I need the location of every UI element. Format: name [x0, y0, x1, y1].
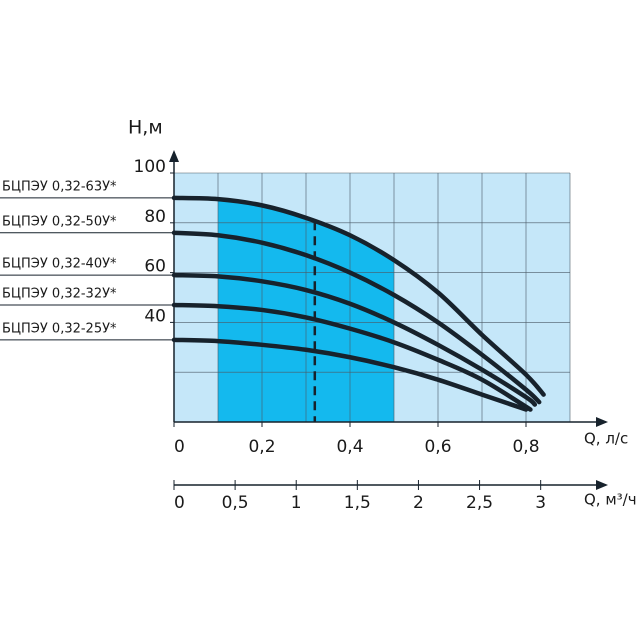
x-tick-label: 0,2 [248, 437, 275, 457]
series-name: БЦПЭУ 0,32-40У* [2, 257, 117, 272]
x-axis-label: Q, л/с [584, 430, 628, 448]
x-tick-label: 0,6 [424, 437, 451, 457]
curve [171, 302, 533, 412]
series-name: БЦПЭУ 0,32-25У* [2, 321, 117, 336]
x2-tick-label: 2 [413, 493, 424, 513]
series-name: БЦПЭУ 0,32-32У* [2, 286, 117, 301]
y-tick-label: 40 [144, 306, 166, 326]
curve [171, 195, 546, 397]
x2-tick-label: 0,5 [222, 493, 249, 513]
curve [171, 230, 542, 405]
y-axis-label: Н,м [128, 117, 163, 139]
x-arrow [596, 417, 608, 427]
y-arrow [169, 150, 179, 162]
x2-tick-label: 3 [535, 493, 546, 513]
x2-tick-label: 2,5 [466, 493, 493, 513]
series-name: БЦПЭУ 0,32-50У* [2, 214, 117, 229]
x2-tick-label: 0 [174, 493, 185, 513]
plot: 0 0,2 0,4 0,6 0,8 0 0,5 1 1,5 2 2,5 3 40 60 80 100 БЦПЭУ… [0, 150, 608, 513]
x2-arrow [596, 480, 608, 490]
series-name: БЦПЭУ 0,32-63У* [2, 179, 117, 194]
x2-tick-label: 1 [291, 493, 302, 513]
y-tick-label: 100 [134, 157, 166, 177]
x2-axis-label: Q, м³/ч [584, 491, 637, 509]
y-tick-label: 60 [144, 257, 166, 277]
x-tick-label: 0,4 [336, 437, 363, 457]
x2-tick-label: 1,5 [344, 493, 371, 513]
x-tick-label: 0,8 [512, 437, 539, 457]
x-tick-label: 0 [174, 437, 185, 457]
curve [171, 272, 538, 407]
y-tick-label: 80 [144, 207, 166, 227]
curve [171, 337, 529, 412]
